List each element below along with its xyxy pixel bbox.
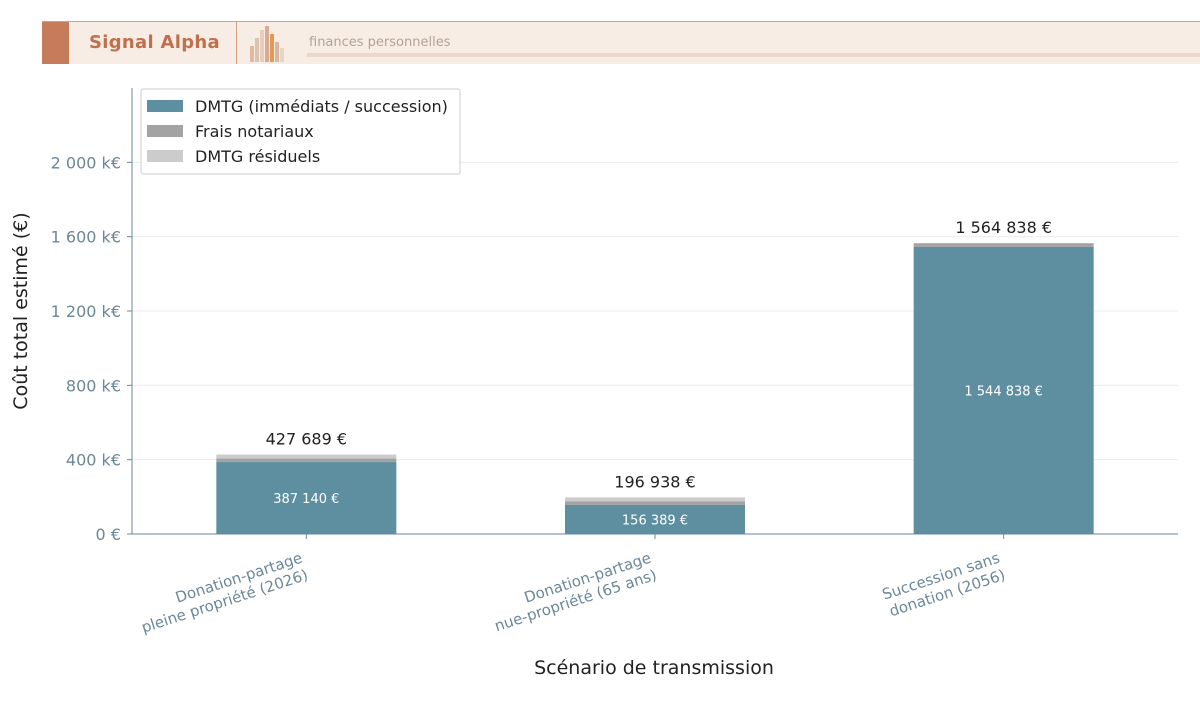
y-tick-label: 2 000 k€ — [51, 153, 121, 172]
y-axis-ticks: 0 € 400 k€ 800 k€ 1 200 k€ 1 600 k€ 2 000 k€ — [51, 153, 132, 544]
bar-segment — [565, 501, 745, 505]
bar-total-label: 427 689 € — [266, 430, 347, 449]
legend-frame — [140, 88, 461, 175]
x-tick-label: Donation-partagepleine propriété (2026) — [134, 549, 311, 637]
bar-chart-logo-icon — [250, 26, 284, 62]
x-axis-categories: Donation-partagepleine propriété (2026) D… — [134, 534, 1008, 637]
bars — [216, 243, 1094, 534]
bar-segment — [913, 243, 1094, 247]
bar-segment — [565, 497, 745, 502]
y-tick-label: 800 k€ — [66, 376, 121, 395]
bar-inner-label: 156 389 € — [622, 513, 688, 528]
legend-entry: DMTG (immédiats / succession) — [195, 97, 448, 116]
total-labels: 427 689 € 196 938 € 1 564 838 € — [266, 218, 1052, 491]
y-tick-label: 0 € — [96, 525, 121, 544]
brand-name: Signal Alpha — [89, 32, 220, 53]
bar-total-label: 1 564 838 € — [955, 218, 1052, 237]
bar-inner-label: 387 140 € — [273, 492, 339, 507]
bar-segment — [216, 458, 397, 463]
inner-labels: 387 140 € 156 389 € 1 544 838 € — [273, 384, 1043, 528]
x-axis-title: Scénario de transmission — [534, 657, 774, 679]
brand-underline — [307, 53, 1200, 57]
y-axis-title: Coût total estimé (€) — [10, 212, 32, 409]
y-tick-label: 1 600 k€ — [51, 228, 121, 247]
y-tick-label: 400 k€ — [66, 451, 121, 470]
x-tick-label: Donation-partagenue-propriété (65 ans) — [487, 549, 659, 636]
legend-swatch — [147, 100, 183, 112]
legend-entry: Frais notariaux — [195, 122, 314, 141]
y-tick-label: 1 200 k€ — [51, 302, 121, 321]
bar-inner-label: 1 544 838 € — [964, 384, 1043, 399]
legend-swatch — [147, 150, 183, 162]
bar-segment — [565, 504, 745, 534]
legend-swatch — [147, 125, 183, 137]
bar-total-label: 196 938 € — [614, 472, 695, 491]
brand-swatch — [42, 22, 69, 64]
bar-segment — [216, 454, 397, 459]
brand-divider — [236, 22, 237, 64]
brand-tagline: finances personnelles — [309, 35, 451, 50]
brand-header: Signal Alpha finances personnelles — [42, 21, 1200, 64]
stacked-bar-chart: 0 €400 k€800 k€1 200 k€1 600 k€2 000 k€ … — [10, 88, 1178, 679]
legend-entry: DMTG résiduels — [195, 147, 320, 166]
bar-segment — [216, 462, 397, 534]
bar-segment — [913, 246, 1094, 534]
x-tick-label: Succession sansdonation (2056) — [880, 549, 1008, 621]
legend: DMTG (immédiats / succession) Frais notar… — [140, 88, 461, 175]
